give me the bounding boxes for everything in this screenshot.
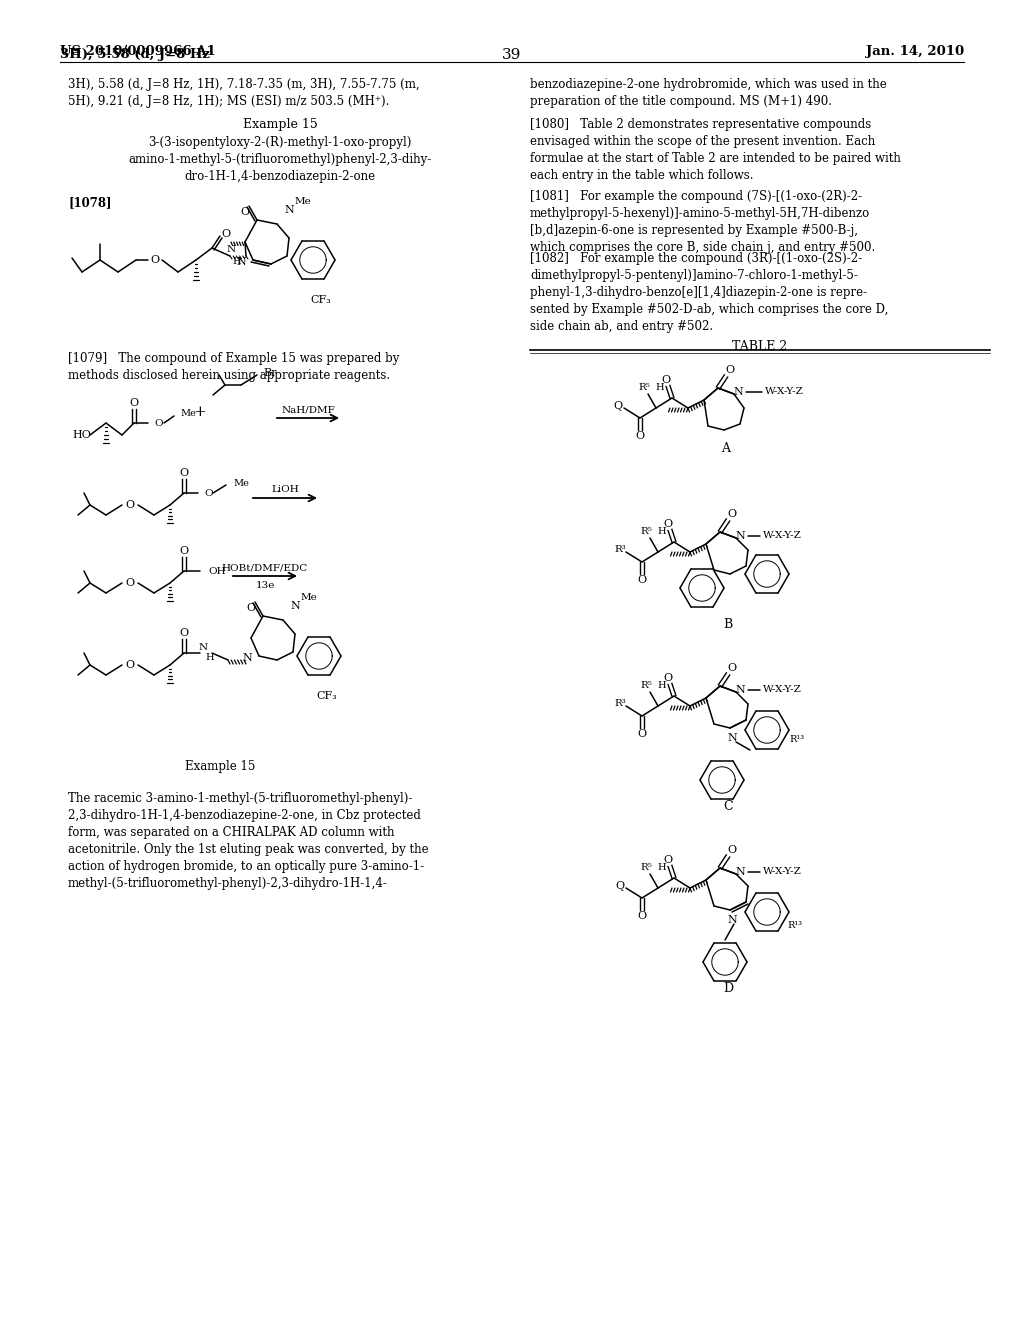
Text: O: O [129,399,138,408]
Text: H: H [657,863,667,873]
Text: CF₃: CF₃ [310,294,332,305]
Text: 3-(3-isopentyloxy-2-(R)-methyl-1-oxo-propyl)
amino-1-methyl-5-(trifluoromethyl)p: 3-(3-isopentyloxy-2-(R)-methyl-1-oxo-pro… [128,136,432,183]
Text: D: D [723,982,733,994]
Text: B: B [723,618,732,631]
Text: R³: R³ [614,700,626,709]
Text: Me: Me [301,594,317,602]
Text: TABLE 2: TABLE 2 [732,341,787,352]
Text: N: N [727,733,737,743]
Text: O: O [125,660,134,671]
Text: [1080]   Table 2 demonstrates representative compounds
envisaged within the scop: [1080] Table 2 demonstrates representati… [530,117,901,182]
Text: O: O [221,228,230,239]
Text: benzodiazepine-2-one hydrobromide, which was used in the
preparation of the titl: benzodiazepine-2-one hydrobromide, which… [530,78,887,108]
Text: O: O [247,603,256,612]
Text: O: O [664,519,673,529]
Text: +: + [194,405,207,418]
Text: CF₃: CF₃ [316,690,337,701]
Text: N: N [735,531,744,541]
Text: W-X-Y-Z: W-X-Y-Z [763,867,802,876]
Text: O: O [151,255,160,265]
Text: O: O [636,432,644,441]
Text: W-X-Y-Z: W-X-Y-Z [765,388,804,396]
Text: Q: Q [613,401,623,411]
Text: 3H), 5.58 (d, J=8 Hz: 3H), 5.58 (d, J=8 Hz [60,48,210,61]
Text: Me: Me [180,409,196,418]
Text: O: O [179,469,188,478]
Text: O: O [241,207,250,216]
Text: Example 15: Example 15 [184,760,255,774]
Text: O: O [179,628,188,638]
Text: [1078]: [1078] [68,195,112,209]
Text: N: N [727,915,737,925]
Text: Br: Br [263,368,276,378]
Text: The racemic 3-amino-1-methyl-(5-trifluoromethyl-phenyl)-
2,3-dihydro-1H-1,4-benz: The racemic 3-amino-1-methyl-(5-trifluor… [68,792,429,890]
Text: LiOH: LiOH [271,486,299,495]
Text: R⁵: R⁵ [640,528,652,536]
Text: [1082]   For example the compound (3R)-[(1-oxo-(2S)-2-
dimethylpropyl-5-pentenyl: [1082] For example the compound (3R)-[(1… [530,252,889,333]
Text: NaH/DMF: NaH/DMF [282,405,335,414]
Text: H: H [206,652,214,661]
Text: [1081]   For example the compound (7S)-[(1-oxo-(2R)-2-
methylpropyl-5-hexenyl)]-: [1081] For example the compound (7S)-[(1… [530,190,876,253]
Text: N: N [237,257,246,267]
Text: O: O [727,663,736,673]
Text: O: O [725,366,734,375]
Text: N: N [199,644,208,652]
Text: Example 15: Example 15 [243,117,317,131]
Text: O: O [125,578,134,587]
Text: Q: Q [615,880,625,891]
Text: OH: OH [208,566,225,576]
Text: H: H [655,384,665,392]
Text: H: H [657,528,667,536]
Text: O: O [179,546,188,556]
Text: N: N [284,205,294,215]
Text: [1079]   The compound of Example 15 was prepared by
methods disclosed herein usi: [1079] The compound of Example 15 was pr… [68,352,399,381]
Text: R¹³: R¹³ [787,921,803,931]
Text: A: A [722,441,730,454]
Text: W-X-Y-Z: W-X-Y-Z [763,532,802,540]
Text: O: O [204,488,213,498]
Text: O: O [637,576,646,585]
Text: H: H [232,256,242,265]
Text: 13e: 13e [255,582,274,590]
Text: Me: Me [295,198,311,206]
Text: N: N [226,246,236,255]
Text: O: O [727,510,736,519]
Text: C: C [723,800,733,813]
Text: R³: R³ [614,545,626,554]
Text: R⁵: R⁵ [638,384,650,392]
Text: O: O [637,729,646,739]
Text: O: O [637,911,646,921]
Text: US 2010/0009966 A1: US 2010/0009966 A1 [60,45,216,58]
Text: O: O [664,673,673,682]
Text: O: O [125,500,134,510]
Text: R⁵: R⁵ [640,863,652,873]
Text: H: H [657,681,667,690]
Text: O: O [154,418,163,428]
Text: N: N [242,653,252,663]
Text: Me: Me [233,479,249,487]
Text: 3H), 5.58 (d, J=8 Hz, 1H), 7.18-7.35 (m, 3H), 7.55-7.75 (m,
5H), 9.21 (d, J=8 Hz: 3H), 5.58 (d, J=8 Hz, 1H), 7.18-7.35 (m,… [68,78,420,108]
Text: 39: 39 [503,48,521,62]
Text: O: O [664,855,673,865]
Text: HO: HO [72,430,91,440]
Text: N: N [735,867,744,876]
Text: R¹³: R¹³ [790,735,805,744]
Text: N: N [735,685,744,696]
Text: N: N [290,601,300,611]
Text: HOBt/DMF/EDC: HOBt/DMF/EDC [222,564,308,573]
Text: W-X-Y-Z: W-X-Y-Z [763,685,802,694]
Text: Jan. 14, 2010: Jan. 14, 2010 [866,45,964,58]
Text: O: O [727,845,736,855]
Text: O: O [662,375,671,385]
Text: N: N [733,387,742,397]
Text: R⁵: R⁵ [640,681,652,690]
